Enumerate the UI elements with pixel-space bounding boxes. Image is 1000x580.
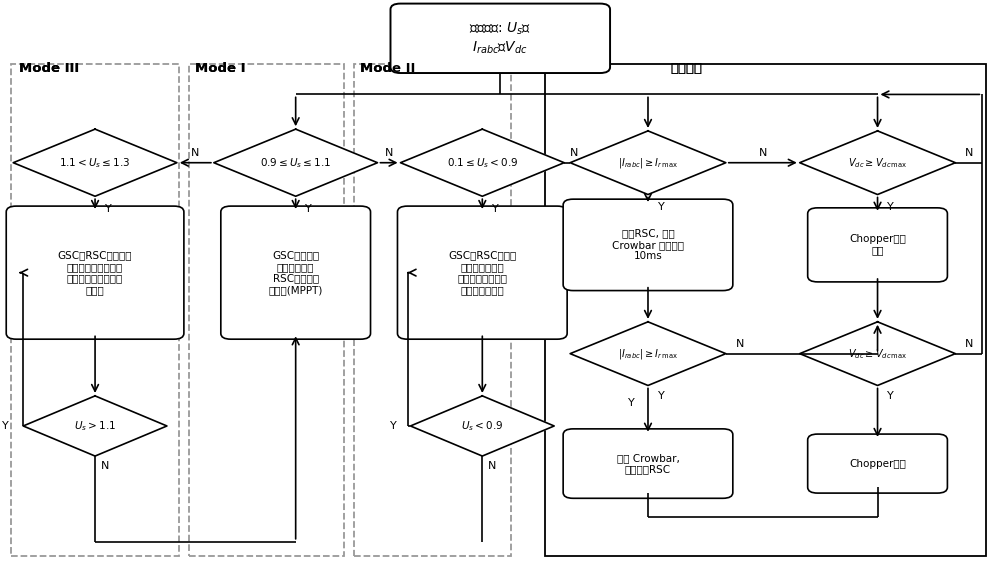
Text: 保护模块: 保护模块: [670, 61, 702, 75]
Text: Chopper关闭: Chopper关闭: [849, 459, 906, 469]
Polygon shape: [13, 129, 177, 196]
Text: N: N: [965, 339, 974, 349]
Polygon shape: [570, 131, 726, 194]
Text: 保护模块: 保护模块: [670, 61, 702, 75]
FancyBboxPatch shape: [563, 199, 733, 291]
Polygon shape: [400, 129, 564, 196]
Polygon shape: [214, 129, 378, 196]
Polygon shape: [410, 396, 554, 456]
Text: 关闭 Crowbar,
同时启动RSC: 关闭 Crowbar, 同时启动RSC: [617, 453, 679, 474]
Text: 实时监测: $U_s$、
$I_{rabc}$、$V_{dc}$: 实时监测: $U_s$、 $I_{rabc}$、$V_{dc}$: [469, 21, 531, 56]
Text: Y: Y: [887, 202, 894, 212]
Text: Mode I: Mode I: [195, 61, 245, 75]
Polygon shape: [800, 131, 955, 194]
FancyBboxPatch shape: [221, 206, 371, 339]
Text: Y: Y: [628, 398, 635, 408]
Text: Chopper触发
导通: Chopper触发 导通: [849, 234, 906, 256]
Text: GSC：单位功
率因数运行；
RSC：最大功
率追踪(MPPT): GSC：单位功 率因数运行； RSC：最大功 率追踪(MPPT): [268, 250, 323, 295]
Text: Mode III: Mode III: [19, 61, 79, 75]
Text: Y: Y: [887, 391, 894, 401]
FancyBboxPatch shape: [390, 3, 610, 73]
Text: $|I_{rabc}|\geq I_{r\,\mathrm{max}}$: $|I_{rabc}|\geq I_{r\,\mathrm{max}}$: [618, 155, 678, 170]
Text: 关闭RSC, 同时
Crowbar 触发导通
10ms: 关闭RSC, 同时 Crowbar 触发导通 10ms: [612, 229, 684, 262]
Text: Y: Y: [2, 421, 9, 431]
Text: N: N: [385, 148, 393, 158]
Text: Mode III: Mode III: [19, 61, 79, 75]
Text: $V_{dc}\geq V_{dc\,\mathrm{max}}$: $V_{dc}\geq V_{dc\,\mathrm{max}}$: [848, 347, 907, 361]
Polygon shape: [23, 396, 167, 456]
Text: Y: Y: [492, 204, 499, 214]
Text: $0.9\leq U_s\leq1.1$: $0.9\leq U_s\leq1.1$: [260, 156, 331, 169]
Text: Y: Y: [105, 204, 111, 214]
FancyBboxPatch shape: [397, 206, 567, 339]
Text: Y: Y: [390, 421, 396, 431]
Text: N: N: [101, 462, 109, 472]
Text: GSC、RSC：优先
输出容性无功电
流；容量有盈余实
施有功功率控制: GSC、RSC：优先 输出容性无功电 流；容量有盈余实 施有功功率控制: [448, 250, 516, 295]
Text: $1.1<U_s\leq1.3$: $1.1<U_s\leq1.3$: [59, 156, 131, 169]
Text: Mode II: Mode II: [360, 61, 415, 75]
Polygon shape: [570, 322, 726, 386]
Text: Y: Y: [658, 391, 664, 401]
Text: N: N: [965, 148, 974, 158]
FancyBboxPatch shape: [808, 434, 947, 493]
Text: N: N: [759, 148, 767, 158]
Text: N: N: [570, 148, 578, 158]
Text: Y: Y: [305, 204, 312, 214]
FancyBboxPatch shape: [6, 206, 184, 339]
Text: N: N: [191, 148, 200, 158]
Text: $|I_{rabc}|\geq I_{r\,\mathrm{max}}$: $|I_{rabc}|\geq I_{r\,\mathrm{max}}$: [618, 347, 678, 361]
FancyBboxPatch shape: [808, 208, 947, 282]
Text: $U_s>1.1$: $U_s>1.1$: [74, 419, 116, 433]
Text: Y: Y: [658, 202, 664, 212]
Text: $U_s<0.9$: $U_s<0.9$: [461, 419, 503, 433]
Text: $0.1\leq U_s<0.9$: $0.1\leq U_s<0.9$: [447, 156, 518, 169]
Polygon shape: [800, 322, 955, 386]
Text: $V_{dc}\geq V_{dc\,\mathrm{max}}$: $V_{dc}\geq V_{dc\,\mathrm{max}}$: [848, 156, 907, 169]
Text: Mode II: Mode II: [360, 61, 415, 75]
FancyBboxPatch shape: [563, 429, 733, 498]
Text: N: N: [488, 462, 496, 472]
Text: GSC、RSC：优先输
出感性无功电流；容
量有盈余实施有功功
率控制: GSC、RSC：优先输 出感性无功电流；容 量有盈余实施有功功 率控制: [58, 250, 132, 295]
Text: Mode I: Mode I: [195, 61, 245, 75]
Text: N: N: [736, 339, 744, 349]
